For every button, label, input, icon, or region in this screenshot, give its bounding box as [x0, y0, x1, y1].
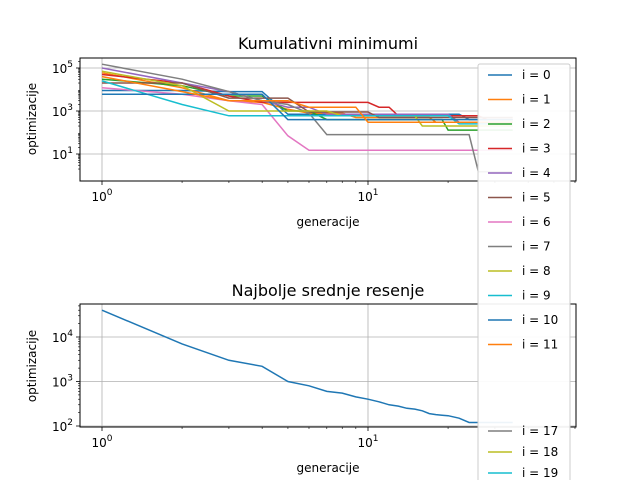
legend-item: i = 19	[488, 466, 558, 480]
chart-bottom-xtick-label: 101	[357, 434, 378, 450]
chart-bottom-ytick-label: 102	[52, 418, 73, 434]
legend-box	[477, 63, 571, 480]
legend-label: i = 17	[522, 424, 558, 438]
legend-item: i = 7	[488, 240, 551, 254]
chart-bottom-frame	[79, 303, 577, 428]
chart-bottom-ytick-label: 103	[52, 374, 73, 390]
chart-bottom-ylabel: optimizacije	[25, 330, 39, 402]
chart-top-ytick-label: 103	[52, 103, 73, 119]
legend-label: i = 5	[522, 191, 551, 205]
legend-item: i = 18	[488, 445, 558, 459]
chart-bottom-ytick-label: 104	[52, 329, 73, 345]
legend-label: i = 9	[522, 289, 551, 303]
chart-top: Kumulativni minimumi 100 101 101 103 105 gen…	[25, 34, 577, 229]
series-line-9	[101, 80, 513, 125]
legend-label: i = 6	[522, 215, 551, 229]
legend-label: i = 11	[522, 338, 558, 352]
legend-label: i = 4	[522, 166, 551, 180]
chart-top-ticks: 100 101 101 103 105	[52, 60, 576, 204]
legend-label: i = 10	[522, 313, 558, 327]
chart-top-ytick-label: 105	[52, 60, 73, 76]
legend-item: i = 3	[488, 142, 551, 156]
legend-item: i = 9	[488, 289, 551, 303]
legend-label: i = 18	[522, 445, 558, 459]
legend-item: i = 0	[488, 68, 551, 82]
series-line-6	[101, 87, 513, 151]
legend-label: i = 7	[522, 240, 551, 254]
chart-top-xtick-label: 101	[357, 188, 378, 204]
legend: i = 0 i = 1 i = 2 i = 3 i = 4 i = 5 i = 6 i = 7…	[477, 63, 571, 480]
legend-item: i = 2	[488, 117, 551, 131]
legend-item: i = 10	[488, 313, 558, 327]
series-line-11	[101, 75, 513, 123]
legend-label: i = 8	[522, 264, 551, 278]
chart-bottom-series	[101, 309, 513, 424]
legend-item: i = 8	[488, 264, 551, 278]
chart-bottom-xlabel: generacije	[297, 461, 360, 475]
legend-label: i = 0	[522, 68, 551, 82]
legend-label: i = 1	[522, 93, 551, 107]
legend-label: i = 19	[522, 466, 558, 480]
legend-item: i = 11	[488, 338, 558, 352]
chart-top-xlabel: generacije	[297, 215, 360, 229]
chart-top-xtick-label: 100	[91, 188, 112, 204]
chart-top-title: Kumulativni minimumi	[238, 34, 418, 53]
chart-top-ytick-label: 101	[52, 146, 73, 162]
chart-bottom-title: Najbolje srednje resenje	[232, 281, 425, 300]
legend-item: i = 5	[488, 191, 551, 205]
mean-series-line	[101, 309, 513, 424]
chart-top-ylabel: optimizacije	[25, 83, 39, 155]
legend-item: i = 6	[488, 215, 551, 229]
legend-label: i = 3	[522, 142, 551, 156]
chart-top-series	[101, 63, 513, 173]
legend-item: i = 4	[488, 166, 551, 180]
series-line-10	[102, 93, 513, 121]
chart-bottom-xtick-label: 100	[91, 434, 112, 450]
legend-item: i = 1	[488, 93, 551, 107]
legend-label: i = 2	[522, 117, 551, 131]
series-line-7	[101, 63, 513, 173]
legend-item: i = 17	[488, 424, 558, 438]
